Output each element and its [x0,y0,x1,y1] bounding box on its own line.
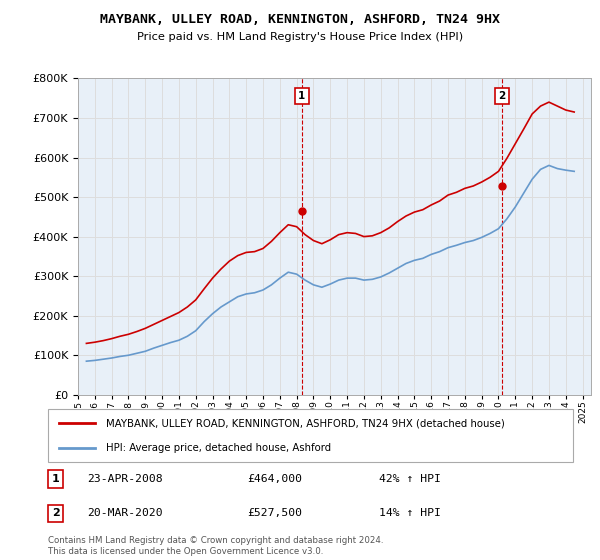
Text: 2: 2 [499,91,506,101]
Text: 1: 1 [52,474,60,484]
Text: 20-MAR-2020: 20-MAR-2020 [88,508,163,518]
Text: £527,500: £527,500 [248,508,302,518]
Text: Contains HM Land Registry data © Crown copyright and database right 2024.
This d: Contains HM Land Registry data © Crown c… [48,536,383,556]
Text: 14% ↑ HPI: 14% ↑ HPI [379,508,440,518]
Text: 1: 1 [298,91,305,101]
Text: MAYBANK, ULLEY ROAD, KENNINGTON, ASHFORD, TN24 9HX: MAYBANK, ULLEY ROAD, KENNINGTON, ASHFORD… [100,13,500,26]
Text: £464,000: £464,000 [248,474,302,484]
Text: HPI: Average price, detached house, Ashford: HPI: Average price, detached house, Ashf… [106,442,331,452]
Text: 42% ↑ HPI: 42% ↑ HPI [379,474,440,484]
Text: 23-APR-2008: 23-APR-2008 [88,474,163,484]
Text: Price paid vs. HM Land Registry's House Price Index (HPI): Price paid vs. HM Land Registry's House … [137,32,463,42]
Text: MAYBANK, ULLEY ROAD, KENNINGTON, ASHFORD, TN24 9HX (detached house): MAYBANK, ULLEY ROAD, KENNINGTON, ASHFORD… [106,418,505,428]
Text: 2: 2 [52,508,60,518]
FancyBboxPatch shape [48,409,573,462]
